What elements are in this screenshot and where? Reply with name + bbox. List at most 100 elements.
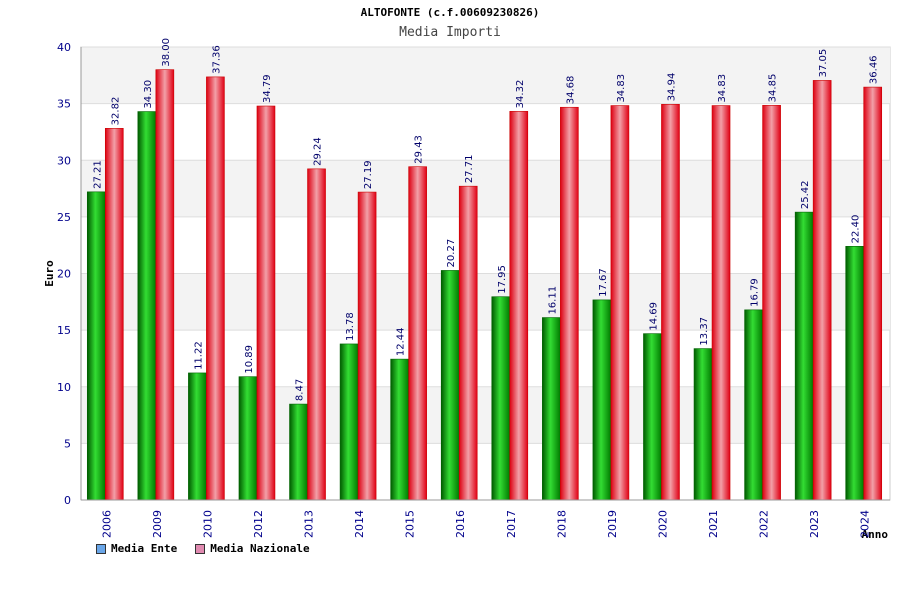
bar-media-ente	[238, 376, 258, 501]
bar-media-nazionale	[104, 128, 124, 501]
data-label: 36.46	[869, 55, 880, 84]
data-label: 16.79	[750, 278, 761, 307]
legend: Media Ente Media Nazionale	[96, 542, 310, 555]
bar-media-ente	[86, 191, 106, 501]
data-label: 16.11	[547, 286, 558, 315]
data-label: 34.85	[768, 74, 779, 103]
x-tick-label: 2018	[555, 510, 568, 538]
bar-media-nazionale	[256, 105, 276, 501]
data-label: 34.30	[143, 80, 154, 109]
x-tick-label: 2020	[656, 510, 669, 538]
y-tick-label: 5	[64, 437, 71, 450]
data-label: 34.83	[717, 74, 728, 103]
bar-media-ente	[491, 296, 511, 501]
bar-media-nazionale	[560, 106, 579, 501]
data-label: 34.94	[666, 73, 677, 102]
bar-media-ente	[693, 348, 713, 501]
bar-media-nazionale	[610, 105, 630, 501]
data-label: 22.40	[851, 215, 862, 244]
data-label: 38.00	[161, 38, 172, 67]
data-label: 34.79	[262, 74, 273, 103]
bar-media-ente	[643, 333, 662, 501]
x-axis-label: Anno	[862, 528, 889, 541]
x-tick-label: 2016	[454, 510, 467, 538]
data-label: 11.22	[193, 341, 204, 370]
data-label: 8.47	[295, 379, 306, 401]
bar-media-ente	[592, 299, 612, 501]
bar-media-ente	[390, 358, 409, 501]
bar-media-ente	[289, 403, 308, 501]
data-label: 29.43	[414, 135, 425, 164]
data-label: 37.05	[818, 49, 829, 78]
legend-item-media-ente: Media Ente	[96, 542, 177, 555]
y-tick-label: 10	[57, 381, 71, 394]
bar-media-nazionale	[408, 166, 427, 501]
data-label: 13.78	[345, 312, 356, 341]
bar-media-ente	[744, 309, 763, 501]
y-tick-label: 20	[57, 268, 71, 281]
data-label: 20.27	[446, 239, 457, 268]
data-label: 10.89	[244, 345, 255, 374]
data-label: 27.19	[363, 160, 374, 189]
legend-swatch-media-nazionale	[195, 543, 206, 554]
bar-media-nazionale	[155, 69, 175, 501]
y-tick-label: 35	[57, 98, 71, 111]
y-tick-label: 40	[57, 41, 71, 54]
bar-media-ente	[794, 211, 814, 501]
data-label: 27.71	[464, 155, 475, 184]
bar-media-nazionale	[711, 105, 731, 501]
bar-media-nazionale	[307, 168, 326, 501]
data-label: 25.42	[800, 180, 811, 209]
y-tick-label: 15	[57, 324, 71, 337]
legend-swatch-media-ente	[96, 543, 106, 554]
data-label: 13.37	[699, 317, 710, 346]
x-tick-label: 2015	[404, 510, 417, 538]
x-tick-label: 2006	[100, 510, 113, 538]
x-tick-label: 2023	[808, 510, 821, 538]
x-tick-label: 2014	[353, 510, 366, 538]
x-tick-label: 2013	[303, 510, 316, 538]
data-label: 37.36	[211, 45, 222, 74]
x-tick-label: 2022	[758, 510, 771, 538]
bar-media-ente	[188, 372, 207, 501]
bar-media-ente	[440, 270, 460, 501]
bar-media-ente	[845, 246, 865, 501]
bar-media-nazionale	[661, 104, 680, 501]
bar-media-nazionale	[509, 111, 529, 501]
y-tick-label: 30	[57, 154, 71, 167]
bar-media-ente	[339, 343, 359, 501]
x-tick-label: 2010	[201, 510, 214, 538]
y-tick-label: 0	[64, 494, 71, 507]
data-label: 32.82	[110, 97, 121, 126]
bar-media-ente	[137, 111, 157, 501]
data-label: 12.44	[396, 327, 407, 356]
data-label: 17.95	[497, 265, 508, 294]
data-label: 34.68	[565, 76, 576, 105]
y-tick-label: 25	[57, 211, 71, 224]
x-tick-label: 2019	[606, 510, 619, 538]
x-tick-label: 2021	[707, 510, 720, 538]
x-tick-label: 2012	[252, 510, 265, 538]
data-label: 17.67	[598, 268, 609, 297]
bar-media-ente	[542, 317, 561, 501]
data-label: 34.32	[515, 80, 526, 109]
x-tick-label: 2017	[505, 510, 518, 538]
y-axis-label: Euro	[43, 260, 56, 287]
bar-media-nazionale	[206, 76, 225, 501]
chart-title: ALTOFONTE (c.f.00609230826)	[360, 6, 540, 19]
data-label: 14.69	[648, 302, 659, 331]
bar-media-nazionale	[863, 86, 883, 501]
data-label: 29.24	[313, 137, 324, 166]
x-tick-label: 2024	[859, 510, 872, 538]
legend-label-media-ente: Media Ente	[111, 542, 178, 555]
data-label: 27.21	[92, 160, 103, 189]
legend-item-media-nazionale: Media Nazionale	[195, 542, 310, 555]
bar-media-nazionale	[458, 185, 478, 501]
data-label: 34.83	[616, 74, 627, 103]
x-tick-label: 2009	[151, 510, 164, 538]
chart-subtitle: Media Importi	[399, 25, 501, 40]
bar-media-nazionale	[357, 191, 377, 501]
bar-media-nazionale	[812, 80, 832, 501]
legend-label-media-nazionale: Media Nazionale	[210, 542, 310, 555]
